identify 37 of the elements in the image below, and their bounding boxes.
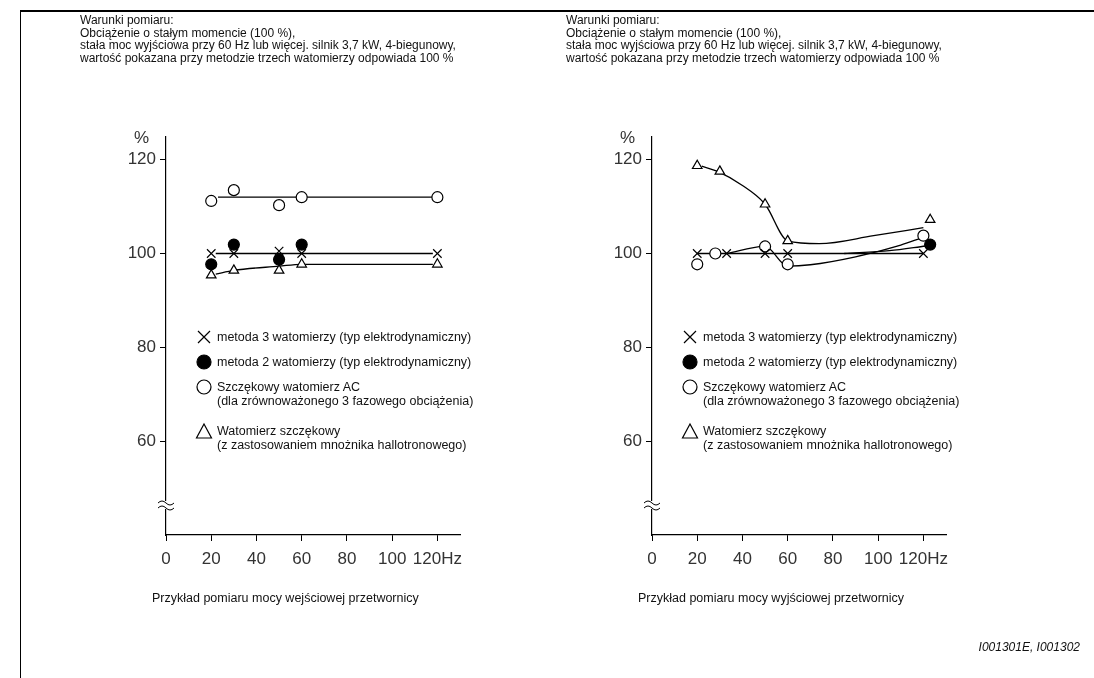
legend-label: metoda 2 watomierzy (typ elektrodynamiczny) bbox=[703, 354, 958, 369]
x-tick-label: 0 bbox=[647, 548, 657, 568]
y-tick-label: 80 bbox=[137, 337, 156, 357]
x-tick-label: 40 bbox=[733, 548, 752, 568]
y-tick-label: 120 bbox=[127, 149, 156, 169]
text: Przykład pomiaru mocy wyjściowej przetwornicy bbox=[638, 591, 905, 605]
x-tick-label: 0 bbox=[161, 548, 171, 568]
legend-label: Szczękowy watomierz AC (dla zrównoważonego 3 fazowego obciążenia) bbox=[217, 379, 474, 408]
y-tick-label: 60 bbox=[623, 430, 642, 450]
legend-label: metoda 2 watomierzy (typ elektrodynamiczny) bbox=[217, 354, 472, 369]
y-axis-title: % bbox=[620, 128, 636, 148]
y-tick-label: 80 bbox=[623, 337, 642, 357]
x-tick-label: 20 bbox=[201, 548, 221, 568]
text: I001301E, I001302 bbox=[978, 640, 1080, 654]
legend-label: metoda 3 watomierzy (typ elektrodynamiczny) bbox=[217, 329, 472, 344]
x-tick-label: 100 bbox=[863, 548, 893, 568]
x-tick-label: 20 bbox=[687, 548, 707, 568]
x-tick-label: 80 bbox=[823, 548, 843, 568]
x-tick-label: 120Hz bbox=[898, 548, 948, 568]
y-tick-label: 60 bbox=[137, 430, 156, 450]
x-tick-label: 60 bbox=[778, 548, 798, 568]
x-tick-label: 60 bbox=[292, 548, 312, 568]
text: Warunki pomiaru: Obciążenie o stałym momencie (100 %), stała moc wyjściowa przy 60 Hz lub więcej. silnik 3,7 kW, 4-biegunowy, wartość pokazana przy metodzie trzech watomierzy odpowiada 100 % bbox=[80, 13, 456, 65]
legend-label: Watomierz szczękowy (z zastosowaniem mnożnika hallotronowego) bbox=[703, 423, 953, 452]
text: Warunki pomiaru: Obciążenie o stałym momencie (100 %), stała moc wyjściowa przy 60 Hz lub więcej. silnik 3,7 kW, 4-biegunowy, wartość pokazana przy metodzie trzech watomierzy odpowiada 100 % bbox=[566, 13, 942, 65]
y-tick-label: 100 bbox=[127, 243, 156, 263]
y-tick-label: 120 bbox=[613, 149, 642, 169]
x-tick-label: 100 bbox=[377, 548, 407, 568]
y-tick-label: 100 bbox=[613, 243, 642, 263]
legend-label: Watomierz szczękowy (z zastosowaniem mnożnika hallotronowego) bbox=[217, 423, 467, 452]
legend-label: metoda 3 watomierzy (typ elektrodynamiczny) bbox=[703, 329, 958, 344]
y-axis-title: % bbox=[134, 128, 150, 148]
x-tick-label: 40 bbox=[247, 548, 266, 568]
text: Przykład pomiaru mocy wejściowej przetwornicy bbox=[152, 591, 419, 605]
legend-label: Szczękowy watomierz AC (dla zrównoważonego 3 fazowego obciążenia) bbox=[703, 379, 960, 408]
x-tick-label: 120Hz bbox=[412, 548, 462, 568]
x-tick-label: 80 bbox=[337, 548, 357, 568]
